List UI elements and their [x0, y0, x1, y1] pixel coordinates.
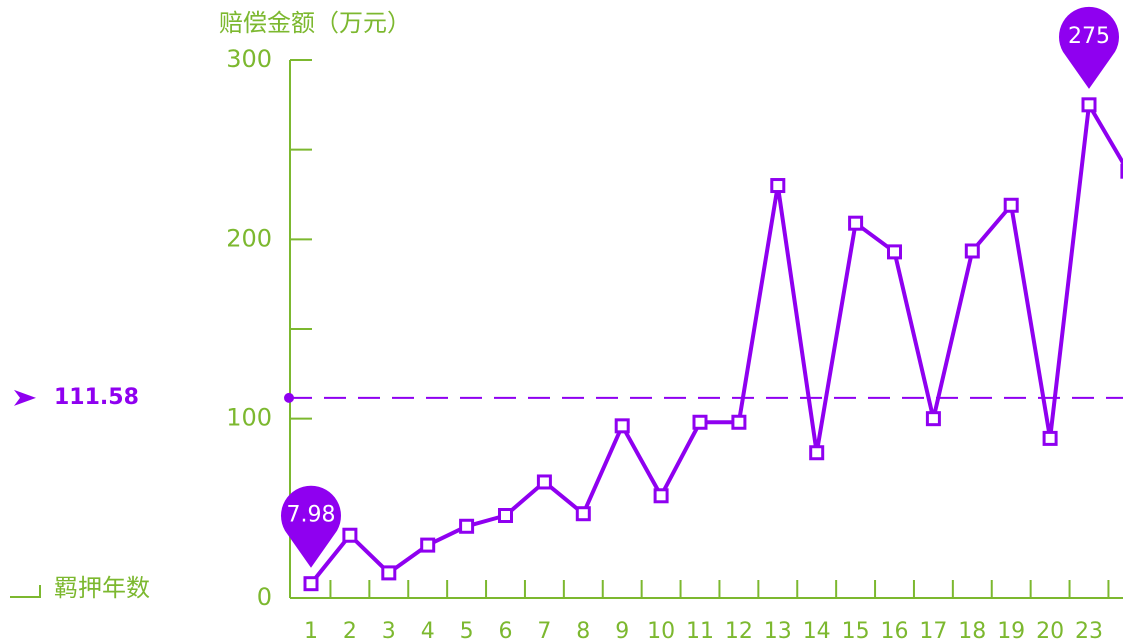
x-tick-label: 10 [647, 619, 675, 643]
point [848, 215, 864, 231]
point [381, 565, 397, 581]
point [1042, 430, 1058, 446]
x-tick-label: 14 [803, 619, 831, 643]
axis-name-bracket [10, 585, 41, 598]
point [887, 244, 902, 260]
x-tick-label: 8 [576, 619, 590, 643]
point [731, 414, 747, 430]
point [770, 178, 786, 194]
y-tick-label: 100 [226, 404, 272, 432]
x-tick-label: 23 [1075, 619, 1103, 643]
point [925, 411, 941, 427]
x-tick-label: 9 [615, 619, 629, 643]
x-tick-label: 11 [686, 619, 714, 643]
x-tick-label: 4 [421, 619, 435, 643]
mean-arrow [14, 389, 36, 406]
point [809, 445, 825, 461]
pin-label: 7.98 [287, 503, 336, 528]
point [964, 243, 980, 259]
y-axis-label: 赔偿金额（万元） [219, 9, 411, 37]
pin-label: 275 [1068, 24, 1110, 49]
x-tick-label: 20 [1036, 619, 1064, 643]
y-tick-label: 200 [226, 224, 272, 252]
point [303, 576, 319, 592]
point [1081, 97, 1097, 113]
line [309, 102, 1123, 585]
x-tick-label: 18 [958, 619, 986, 643]
x-tick-label: 6 [499, 619, 513, 643]
x-tick-label: 3 [382, 619, 396, 643]
mean-dot [284, 392, 294, 403]
x-tick-label: 13 [764, 619, 792, 643]
point [420, 537, 436, 553]
x-axis-label: 羁押年数 [54, 574, 150, 602]
point [575, 506, 591, 522]
pin [281, 485, 341, 568]
point [692, 414, 708, 430]
x-tick-label: 5 [460, 619, 474, 643]
x-tick-label: 16 [881, 619, 909, 643]
pin [1059, 6, 1119, 89]
x-tick-label: 12 [725, 619, 753, 643]
mean-label: 111.58 [54, 385, 139, 410]
point [498, 508, 513, 524]
y-tick-label: 300 [226, 45, 272, 73]
x-tick-label: 17 [919, 619, 947, 643]
point [1120, 163, 1123, 179]
point [342, 527, 358, 543]
point [459, 518, 475, 534]
x-tick-label: 2 [343, 619, 357, 643]
point [1003, 197, 1019, 213]
point [536, 474, 552, 490]
x-tick-label: 1 [304, 619, 318, 643]
x-tick-label: 7 [537, 619, 551, 643]
x-tick-label: 15 [842, 619, 870, 643]
x-tick-label: 19 [997, 619, 1025, 643]
point [614, 418, 630, 434]
y-tick-label: 0 [257, 583, 272, 611]
point [653, 488, 669, 504]
